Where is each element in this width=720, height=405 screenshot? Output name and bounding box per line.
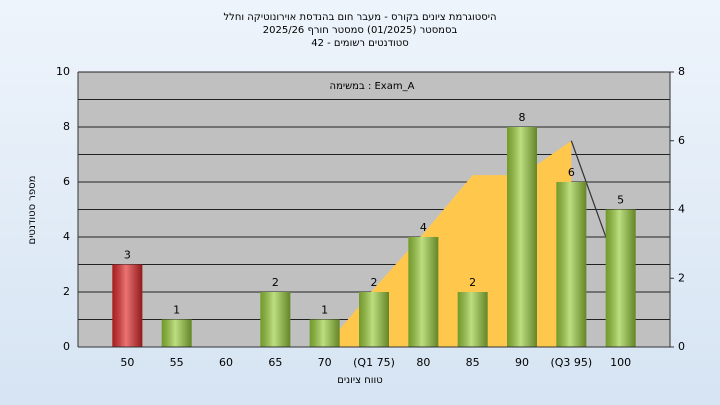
x-tick-label: 50 (120, 356, 134, 369)
y2-tick-label: 4 (678, 203, 685, 216)
value-label: 2 (272, 276, 279, 289)
title-line: היסטוגרמת ציונים בקורס - מעבר חום בהנדסת… (223, 12, 496, 23)
y-tick-label: 6 (63, 175, 70, 188)
bar-shade (112, 264, 143, 347)
x-tick-label: 55 (170, 356, 184, 369)
bar-shade (359, 292, 389, 347)
bar-shade (457, 292, 488, 347)
title-line: סטודנטים רשומים - 42 (311, 38, 409, 49)
x-tick-label: (Q1 75) (353, 356, 395, 369)
y-tick-label: 4 (63, 230, 70, 243)
bar-shade (161, 319, 192, 347)
y2-tick-label: 6 (678, 134, 685, 147)
value-label: 1 (321, 304, 328, 317)
x-tick-label: 70 (318, 356, 332, 369)
value-label: 3 (124, 249, 131, 262)
x-tick-label: 85 (466, 356, 480, 369)
x-tick-label: 60 (219, 356, 233, 369)
x-tick-label: 80 (416, 356, 430, 369)
bar-shade (507, 127, 537, 347)
value-label: 4 (420, 221, 427, 234)
value-label: 2 (469, 276, 476, 289)
x-tick-label: 65 (268, 356, 282, 369)
value-label: 8 (519, 111, 526, 124)
value-label: 6 (568, 166, 575, 179)
y-tick-label: 10 (56, 65, 70, 78)
y2-tick-label: 8 (678, 65, 685, 78)
annotation: במשימה : Exam_A (330, 81, 415, 92)
y2-tick-label: 0 (678, 340, 685, 353)
bar-shade (260, 292, 291, 347)
y-tick-label: 8 (63, 120, 70, 133)
value-label: 2 (371, 276, 378, 289)
x-tick-label: 90 (515, 356, 529, 369)
bar-shade (605, 209, 636, 347)
bar-shade (556, 182, 587, 347)
x-tick-label: (Q3 95) (550, 356, 592, 369)
bar-shade (408, 237, 439, 347)
x-axis-label: טווח ציונים (337, 375, 382, 386)
y-tick-label: 0 (63, 340, 70, 353)
y-axis-label: מספר סטודנטים (27, 176, 38, 245)
value-label: 5 (617, 194, 624, 207)
y2-tick-label: 2 (678, 271, 685, 284)
x-tick-label: 100 (610, 356, 631, 369)
bar-shade (309, 319, 340, 347)
title-line: בסמסטר (01/2025) סמסטר חורף 2025/26 (263, 25, 458, 36)
value-label: 1 (173, 304, 180, 317)
y-tick-label: 2 (63, 285, 70, 298)
